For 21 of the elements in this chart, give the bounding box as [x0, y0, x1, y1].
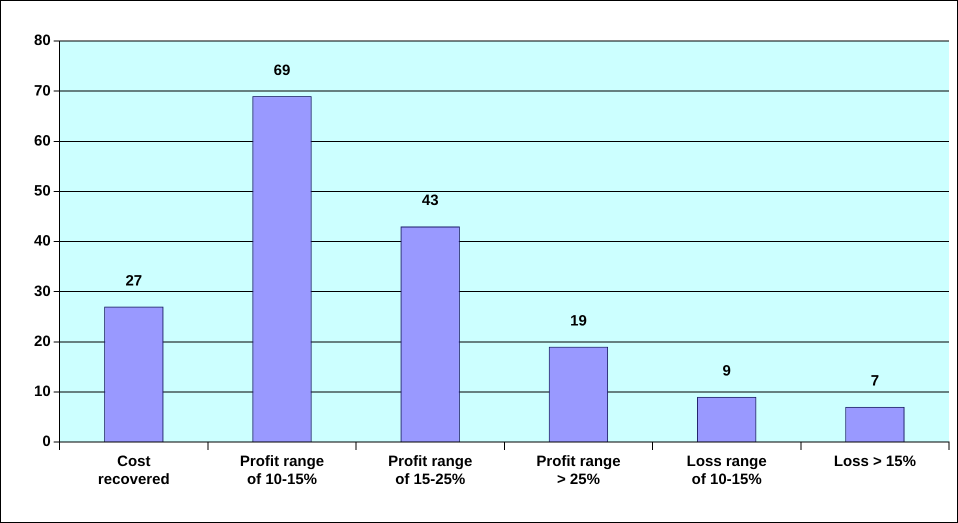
data-label: 9 [722, 362, 731, 380]
y-tick-label: 70 [34, 82, 51, 100]
x-tick-label: Loss > 15% [834, 453, 916, 470]
y-tick-label: 0 [42, 433, 51, 450]
y-tick-label: 20 [34, 332, 51, 350]
y-tick-label: 80 [34, 32, 51, 50]
x-tick-label: Loss range of 10-15% [686, 453, 767, 488]
y-tick-label: 40 [34, 232, 51, 250]
x-tick-label: Cost recovered [98, 453, 170, 488]
y-tick-label: 30 [34, 282, 51, 300]
y-tick-label: 10 [34, 383, 51, 400]
data-label: 69 [274, 62, 290, 79]
y-tick-label: 60 [34, 132, 51, 150]
data-label: 43 [422, 192, 439, 210]
data-label: 27 [125, 272, 142, 290]
x-tick-label: Profit range of 15-25% [388, 453, 472, 488]
data-label: 7 [870, 372, 880, 390]
x-tick-label: Profit range > 25% [536, 453, 621, 488]
x-tick-label: Profit range of 10-15% [240, 453, 324, 488]
y-tick-label: 50 [34, 182, 51, 200]
data-label: 19 [570, 312, 587, 330]
